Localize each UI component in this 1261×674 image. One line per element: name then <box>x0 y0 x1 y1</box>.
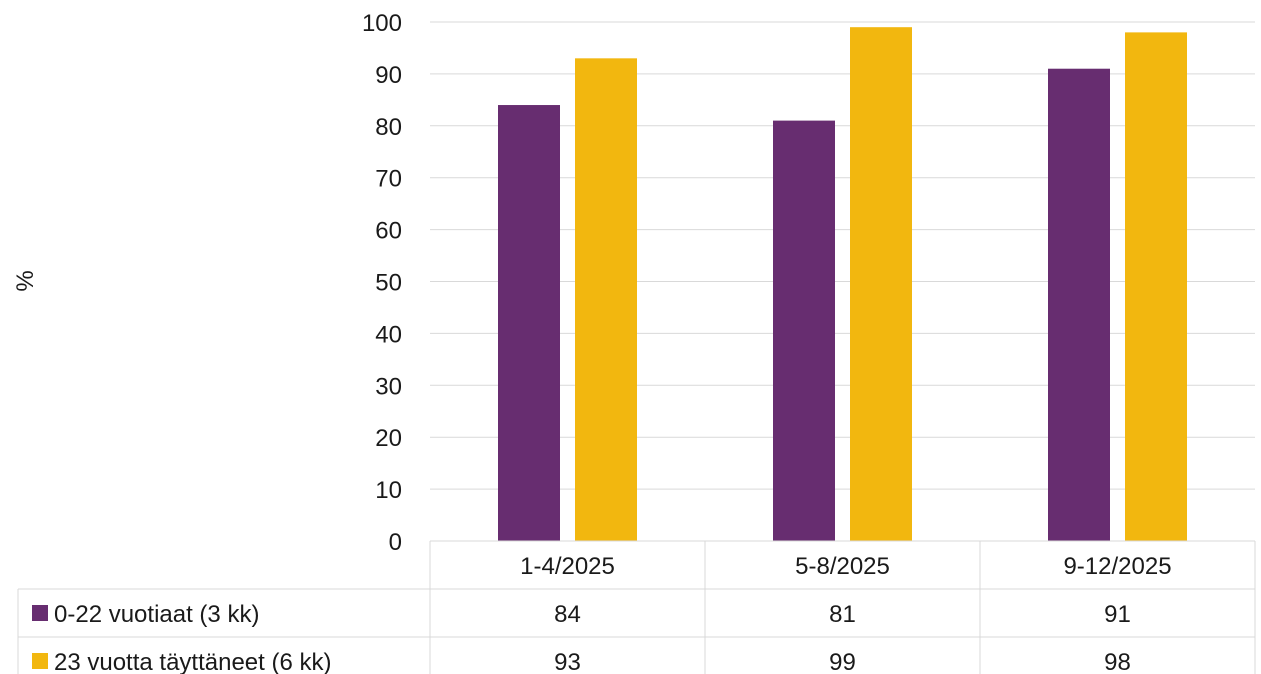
y-tick-label: 50 <box>375 270 402 297</box>
gridlines <box>430 21 1255 490</box>
data-label: 98 <box>1104 649 1131 674</box>
data-label: 93 <box>554 649 581 674</box>
bar <box>1125 32 1187 541</box>
bar <box>575 58 637 542</box>
bar <box>773 120 835 542</box>
y-tick-label: 0 <box>389 529 402 556</box>
y-tick-label: 100 <box>362 10 402 37</box>
y-tick-label: 80 <box>375 114 402 141</box>
y-axis-label: % <box>12 270 39 291</box>
y-tick-label: 10 <box>375 477 402 504</box>
bar <box>1048 68 1110 542</box>
data-label: 84 <box>554 601 581 628</box>
bar <box>850 27 912 541</box>
data-table: 1-4/2025 5-8/2025 9-12/2025 0-22 vuotiaat (… <box>17 540 1256 674</box>
legend-label: 23 vuotta täyttäneet (6 kk) <box>54 649 332 674</box>
legend-label: 0-22 vuotiaat (3 kk) <box>54 601 259 628</box>
bars <box>498 27 1187 542</box>
y-tick-label: 60 <box>375 218 402 245</box>
y-axis-ticks: 0 10 20 30 40 50 60 70 80 90 100 <box>362 10 402 556</box>
legend-key <box>32 605 48 621</box>
y-tick-label: 20 <box>375 425 402 452</box>
legend-key <box>32 653 48 669</box>
x-tick-label: 9-12/2025 <box>1063 553 1171 580</box>
data-label: 91 <box>1104 601 1131 628</box>
x-tick-label: 5-8/2025 <box>795 553 890 580</box>
y-tick-label: 90 <box>375 62 402 89</box>
bar <box>498 105 560 541</box>
data-label: 99 <box>829 649 856 674</box>
data-label: 81 <box>829 601 856 628</box>
y-tick-label: 40 <box>375 321 402 348</box>
y-tick-label: 30 <box>375 373 402 400</box>
y-tick-label: 70 <box>375 166 402 193</box>
x-tick-label: 1-4/2025 <box>520 553 615 580</box>
